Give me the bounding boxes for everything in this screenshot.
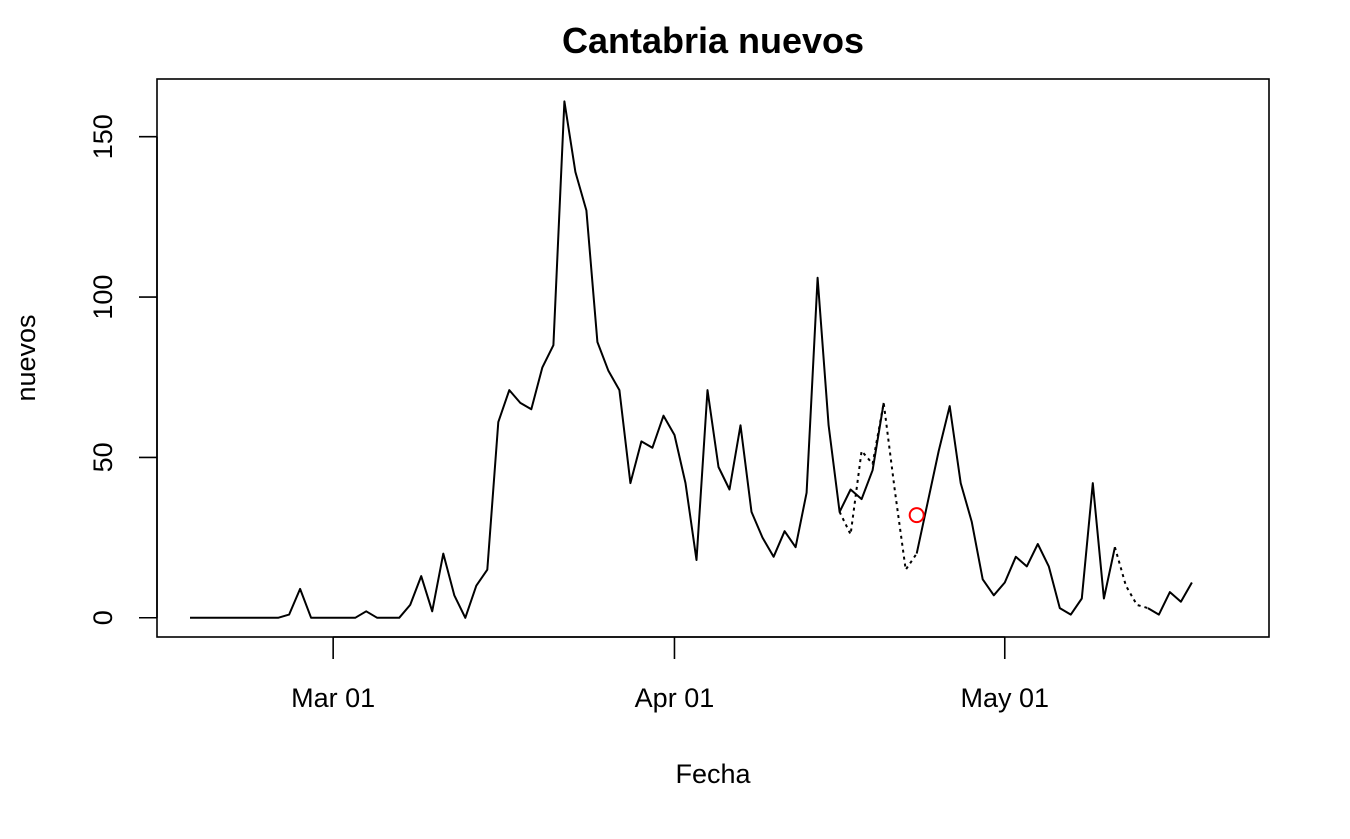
plot-frame — [156, 78, 1270, 638]
series-line-dotted — [838, 401, 1149, 610]
y-tick-label: 50 — [88, 442, 118, 472]
series-layer — [190, 100, 1193, 619]
y-axis-label: nuevos — [11, 314, 41, 401]
chart-title: Cantabria nuevos — [562, 20, 864, 61]
series-line-solid — [190, 100, 1193, 619]
y-tick-label: 150 — [88, 114, 118, 159]
y-axis: 0 50 100 150 — [88, 114, 158, 625]
highlight-point — [908, 507, 925, 524]
y-tick-label: 100 — [88, 275, 118, 320]
y-tick-label: 0 — [88, 610, 118, 625]
x-axis: Mar 01 Apr 01 May 01 — [291, 636, 1049, 713]
x-tick-label: May 01 — [960, 683, 1049, 713]
x-axis-label: Fecha — [675, 759, 751, 789]
highlight-points — [908, 507, 925, 524]
x-tick-label: Mar 01 — [291, 683, 375, 713]
x-tick-label: Apr 01 — [635, 683, 715, 713]
